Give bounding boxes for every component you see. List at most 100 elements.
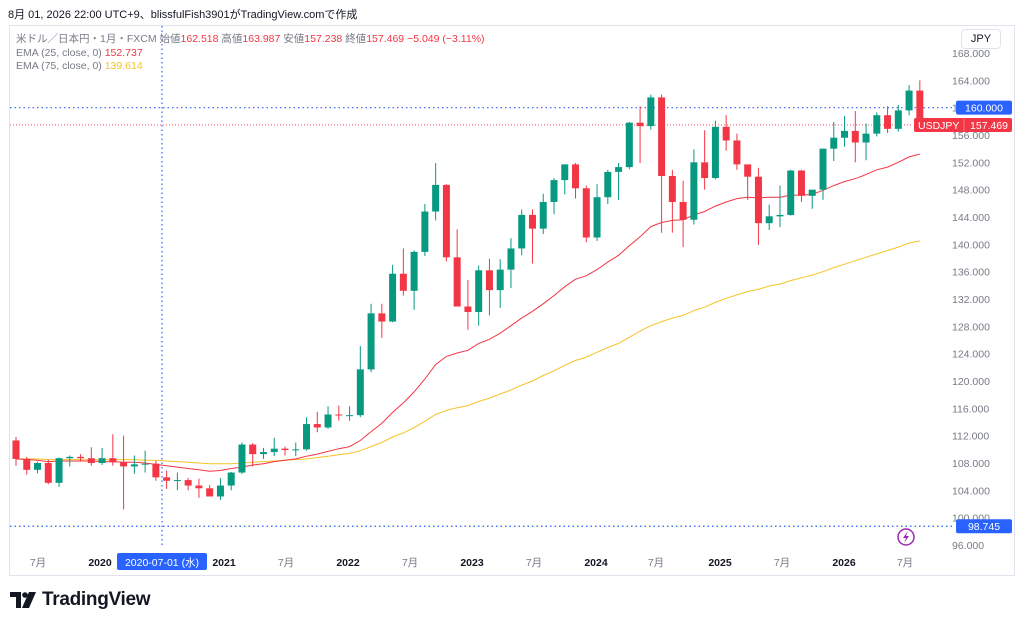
candle-up bbox=[647, 97, 655, 127]
ema25-row[interactable]: EMA (25, close, 0) 152.737 bbox=[16, 47, 485, 61]
candle-up bbox=[625, 122, 633, 168]
y-tick-label: 96.000 bbox=[952, 540, 984, 552]
candle-up bbox=[270, 448, 278, 453]
candle-up bbox=[66, 456, 74, 459]
x-tick-label: 7月 bbox=[402, 557, 418, 569]
y-tick-label: 164.000 bbox=[952, 75, 990, 87]
candle-down bbox=[668, 176, 676, 202]
candle-up bbox=[905, 90, 913, 111]
x-tick-label: 2024 bbox=[584, 557, 608, 569]
tradingview-wordmark: TradingView bbox=[42, 589, 151, 610]
x-tick-label: 7月 bbox=[897, 557, 913, 569]
currency-button[interactable]: JPY bbox=[961, 29, 1001, 49]
candle-up bbox=[765, 216, 773, 224]
candle-down bbox=[744, 164, 752, 177]
candle-up bbox=[711, 126, 719, 179]
candle-down bbox=[184, 480, 192, 486]
candle-up bbox=[604, 171, 612, 198]
candle-up bbox=[141, 463, 149, 465]
y-tick-label: 128.000 bbox=[952, 321, 990, 333]
y-tick-label: 124.000 bbox=[952, 349, 990, 361]
change-value: −5.049 (−3.11%) bbox=[407, 33, 485, 45]
y-tick-label: 140.000 bbox=[952, 239, 990, 251]
candle-down bbox=[77, 456, 85, 459]
candle-up bbox=[98, 458, 106, 463]
x-tick-label: 7月 bbox=[648, 557, 664, 569]
candle-down bbox=[195, 485, 203, 489]
candle-up bbox=[389, 273, 397, 322]
candle-down bbox=[249, 444, 257, 455]
candle-down bbox=[120, 462, 128, 467]
candle-down bbox=[464, 306, 472, 312]
candle-down bbox=[722, 126, 730, 141]
hline-160-label-bg bbox=[956, 100, 1012, 115]
candle-up bbox=[55, 458, 63, 483]
open-label: 始値 bbox=[159, 33, 181, 45]
candle-down bbox=[399, 273, 407, 291]
candle-up bbox=[227, 472, 235, 486]
candle-down bbox=[485, 270, 493, 291]
candle-down bbox=[636, 122, 644, 127]
candle-up bbox=[130, 464, 138, 467]
low-label: 安値 bbox=[283, 33, 305, 45]
candle-up bbox=[819, 148, 827, 190]
event-bolt-glyph-icon bbox=[903, 531, 909, 543]
candle-down bbox=[701, 162, 709, 179]
candle-down bbox=[281, 448, 289, 451]
x-tick-label: 2025 bbox=[708, 557, 732, 569]
y-tick-label: 112.000 bbox=[952, 431, 989, 443]
candle-down bbox=[313, 424, 321, 428]
candle-up bbox=[787, 170, 795, 215]
y-tick-label: 156.000 bbox=[952, 130, 990, 142]
y-tick-label: 132.000 bbox=[952, 294, 990, 306]
ema25-value: 152.737 bbox=[104, 46, 143, 59]
candle-down bbox=[658, 97, 666, 176]
y-tick-label: 152.000 bbox=[952, 157, 990, 169]
hline-160-label: 160.000 bbox=[965, 103, 1003, 115]
crosshair-date-bg bbox=[117, 553, 207, 570]
y-tick-label: 148.000 bbox=[952, 185, 990, 197]
candle-up bbox=[475, 270, 483, 312]
high-label: 高値 bbox=[221, 33, 243, 45]
candle-up bbox=[507, 248, 515, 270]
candle-up bbox=[356, 369, 364, 416]
y-tick-label: 120.000 bbox=[952, 376, 990, 388]
candle-up bbox=[259, 452, 267, 455]
candle-down bbox=[44, 463, 52, 483]
candle-up bbox=[518, 214, 526, 249]
y-tick-label: 136.000 bbox=[952, 267, 990, 279]
candle-down bbox=[797, 170, 805, 196]
candle-up bbox=[841, 130, 849, 138]
candle-down bbox=[916, 90, 924, 125]
candle-up bbox=[238, 444, 246, 473]
candle-up bbox=[539, 201, 547, 229]
candle-up bbox=[830, 137, 838, 149]
x-tick-label: 2021 bbox=[212, 557, 236, 569]
candle-up bbox=[432, 184, 440, 212]
candle-up bbox=[292, 449, 300, 451]
candle-down bbox=[733, 140, 741, 165]
ema75-value: 139.614 bbox=[104, 60, 143, 72]
crosshair-date-label: 2020-07-01 (水) bbox=[125, 557, 199, 569]
low-value: 157.238 bbox=[304, 33, 343, 45]
x-tick-label: 7月 bbox=[278, 557, 294, 569]
ema75-row[interactable]: EMA (75, close, 0) 139.614 bbox=[16, 60, 485, 74]
candle-up bbox=[894, 110, 902, 129]
candle-up bbox=[873, 115, 881, 134]
symbol-label[interactable]: 米ドル／日本円・1月・FXCM bbox=[16, 33, 157, 45]
candle-down bbox=[335, 414, 343, 416]
chart-caption: 8月 01, 2026 22:00 UTC+9、blissfulFish3901… bbox=[8, 9, 358, 21]
tradingview-logo[interactable]: TradingView bbox=[10, 589, 151, 611]
candle-down bbox=[87, 458, 95, 463]
candle-down bbox=[206, 488, 214, 497]
high-value: 163.987 bbox=[242, 33, 281, 45]
candle-up bbox=[34, 463, 42, 470]
y-tick-label: 104.000 bbox=[952, 485, 990, 497]
x-tick-label: 2022 bbox=[336, 557, 360, 569]
open-value: 162.518 bbox=[180, 33, 219, 45]
candle-down bbox=[572, 164, 580, 189]
chart-panel[interactable] bbox=[9, 25, 1015, 576]
x-tick-label: 2020 bbox=[88, 557, 112, 569]
x-tick-label: 2026 bbox=[832, 557, 856, 569]
